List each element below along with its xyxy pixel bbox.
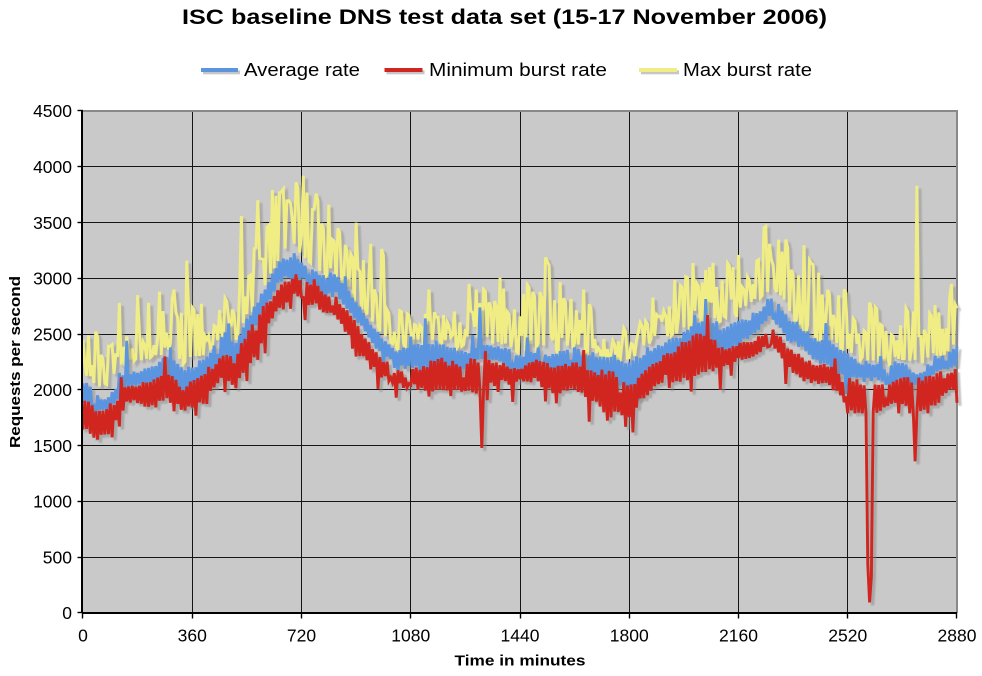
svg-text:2520: 2520: [828, 626, 867, 646]
svg-text:720: 720: [287, 626, 316, 646]
svg-text:2500: 2500: [33, 324, 72, 344]
svg-text:Time in minutes: Time in minutes: [455, 653, 586, 670]
svg-text:2160: 2160: [719, 626, 758, 646]
svg-text:2880: 2880: [938, 626, 977, 646]
svg-text:Average rate: Average rate: [244, 60, 360, 80]
svg-text:1800: 1800: [610, 626, 649, 646]
svg-text:1440: 1440: [501, 626, 540, 646]
svg-text:360: 360: [178, 626, 207, 646]
svg-text:3000: 3000: [33, 269, 72, 289]
svg-text:Minimum burst rate: Minimum burst rate: [429, 60, 607, 80]
svg-text:Max burst rate: Max burst rate: [683, 60, 812, 80]
svg-text:4500: 4500: [33, 101, 72, 121]
svg-text:0: 0: [78, 626, 88, 646]
svg-text:3500: 3500: [33, 213, 72, 233]
svg-text:2000: 2000: [33, 380, 72, 400]
svg-text:1080: 1080: [391, 626, 430, 646]
svg-text:ISC baseline DNS test data set: ISC baseline DNS test data set (15-17 No…: [182, 5, 827, 29]
svg-text:Requests per second: Requests per second: [7, 276, 24, 448]
svg-text:500: 500: [43, 547, 72, 567]
svg-text:1000: 1000: [33, 492, 72, 512]
svg-text:4000: 4000: [33, 157, 72, 177]
svg-text:1500: 1500: [33, 436, 72, 456]
svg-text:0: 0: [62, 603, 72, 623]
